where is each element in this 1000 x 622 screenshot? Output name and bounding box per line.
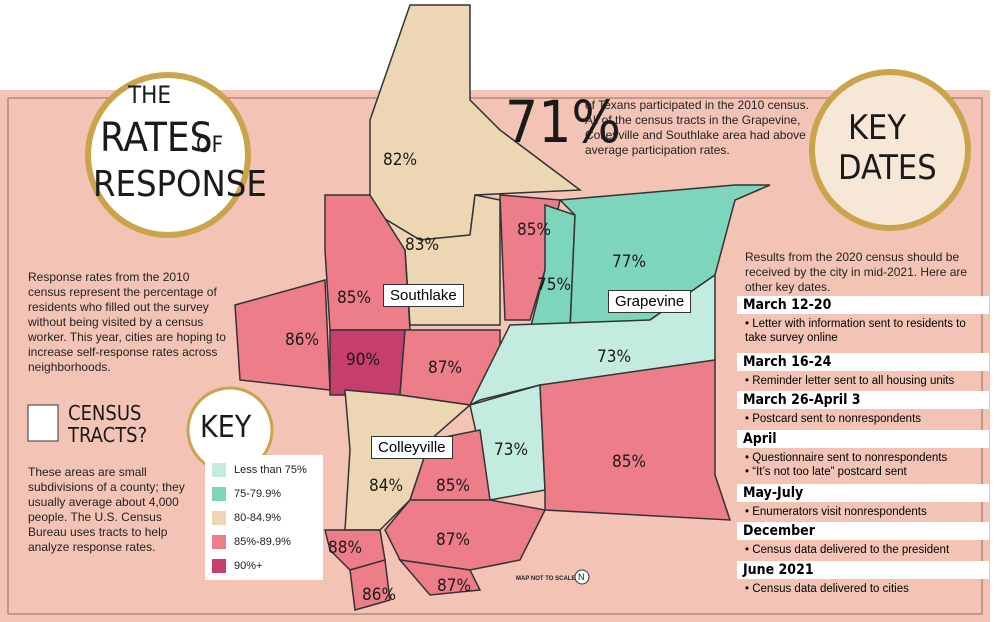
legend-label: 90%+: [234, 560, 263, 572]
north-circle: [574, 569, 590, 585]
scale-note: MAP NOT TO SCALE: [516, 576, 576, 582]
event-date: April: [737, 430, 989, 448]
tract-label: 88%: [328, 538, 362, 558]
city-label: Grapevine: [608, 290, 692, 313]
event-item: • Reminder letter sent to all housing un…: [745, 375, 955, 387]
tract-label: 87%: [428, 358, 462, 378]
event-date: May-July: [737, 484, 989, 502]
event-date: March 26-April 3: [737, 391, 989, 409]
dates-ring: [809, 69, 971, 231]
north-label: N: [578, 572, 585, 582]
event-text: Reminder letter sent to all housing unit…: [752, 375, 955, 387]
tract-label: 73%: [597, 347, 631, 367]
tract: [539, 359, 732, 521]
legend-label: 85%-89.9%: [234, 536, 291, 548]
event-date: December: [737, 522, 989, 540]
clipboard-icon: [27, 404, 59, 442]
intro-text: Response rates from the 2010 census repr…: [28, 270, 226, 374]
event-text: Letter with information sent to resident…: [745, 318, 966, 344]
tract-label: 85%: [517, 220, 551, 240]
event-text: Questionnaire sent to nonrespondents: [752, 452, 948, 464]
event-item: • Questionnaire sent to nonrespondents: [745, 452, 948, 464]
event-item: • Postcard sent to nonrespondents: [745, 413, 922, 425]
event-text: Postcard sent to nonrespondents: [752, 413, 922, 425]
event-text: Enumerators visit nonrespondents: [752, 506, 927, 518]
title-ring: [85, 72, 251, 238]
tracts-heading: TRACTS?: [68, 423, 148, 447]
legend-swatch: [212, 511, 226, 525]
legend-swatch: [212, 487, 226, 501]
stat-text: of Texans participated in the 2010 censu…: [585, 98, 809, 157]
tract-label: 83%: [405, 235, 439, 255]
tracts-text: These areas are small subdivisions of a …: [28, 465, 185, 554]
title: OF: [196, 133, 223, 158]
tracts-heading: CENSUS: [68, 401, 142, 425]
key-title: KEY: [200, 410, 252, 445]
tract-label: 84%: [369, 476, 403, 496]
tract-label: 73%: [494, 440, 528, 460]
tract-label: 75%: [537, 275, 571, 295]
tract: [234, 279, 331, 391]
dates-intro: Results from the 2020 census should be r…: [745, 250, 968, 294]
event-item: • Census data delivered to cities: [745, 583, 909, 595]
legend-swatch: [212, 535, 226, 549]
tract-label: 85%: [612, 452, 646, 472]
tract-label: 77%: [612, 252, 646, 272]
title: RESPONSE: [93, 164, 267, 205]
legend-swatch: [212, 559, 226, 573]
stat-value: 71%: [505, 88, 621, 156]
event-text: Census data delivered to the president: [752, 544, 950, 556]
event-date: March 16-24: [737, 353, 989, 371]
city-label: Southlake: [383, 284, 464, 307]
tract-label: 90%: [346, 350, 380, 370]
tract-label: 86%: [285, 330, 319, 350]
event-text: Census data delivered to cities: [752, 583, 909, 595]
tract-label: 87%: [436, 530, 470, 550]
tract-label: 85%: [337, 288, 371, 308]
tract-label: 85%: [436, 476, 470, 496]
event-item: • Letter with information sent to reside…: [745, 318, 966, 344]
legend-swatch: [212, 463, 226, 477]
city-label: Colleyville: [371, 436, 453, 459]
dates-title: DATES: [838, 148, 937, 188]
tract: [398, 558, 482, 596]
event-item: • Census data delivered to the president: [745, 544, 950, 556]
title: THE: [128, 81, 172, 109]
legend-label: 80-84.9%: [234, 512, 282, 524]
tract-label: 87%: [437, 576, 471, 596]
tract-label: 86%: [362, 585, 396, 605]
title: RATES: [100, 115, 213, 161]
tract: [349, 559, 391, 611]
legend-label: Less than 75%: [234, 464, 307, 476]
event-date: March 12-20: [737, 296, 989, 314]
event-item: • “It’s not too late” postcard sent: [745, 466, 907, 478]
event-item: • Enumerators visit nonrespondents: [745, 506, 927, 518]
legend-label: 75-79.9%: [234, 488, 282, 500]
event-date: June 2021: [737, 561, 989, 579]
event-text: “It’s not too late” postcard sent: [752, 466, 907, 478]
tract-label: 82%: [383, 150, 417, 170]
dates-title: KEY: [848, 108, 907, 148]
